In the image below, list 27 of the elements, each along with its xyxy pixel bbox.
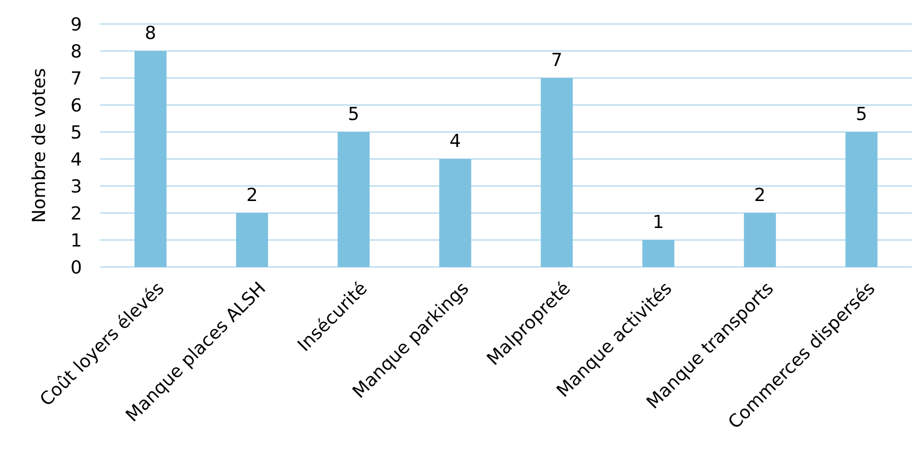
data-label: 8	[144, 23, 156, 44]
y-tick-label: 6	[70, 95, 82, 116]
data-label: 7	[551, 50, 563, 71]
y-axis-title: Nombre de votes	[29, 68, 50, 223]
y-tick-label: 8	[70, 41, 82, 62]
y-tick-label: 7	[70, 68, 82, 90]
bar	[134, 51, 167, 267]
y-tick-label: 4	[70, 149, 82, 170]
data-label: 1	[652, 212, 664, 233]
y-tick-label: 1	[70, 230, 82, 252]
bar	[540, 78, 573, 267]
bar	[338, 132, 370, 267]
bar	[642, 240, 674, 267]
data-label: 5	[348, 104, 360, 125]
y-tick-label: 9	[70, 14, 82, 36]
y-tick-label: 0	[70, 257, 82, 278]
y-tick-label: 5	[70, 122, 82, 144]
bar	[744, 213, 776, 267]
data-label: 4	[449, 131, 461, 152]
bar	[845, 132, 878, 267]
bar	[236, 213, 268, 267]
y-tick-label: 2	[70, 203, 82, 224]
y-tick-label: 3	[70, 176, 82, 198]
bar	[439, 159, 472, 267]
data-label: 2	[754, 185, 766, 206]
data-label: 2	[246, 185, 258, 206]
data-label: 5	[856, 104, 868, 125]
